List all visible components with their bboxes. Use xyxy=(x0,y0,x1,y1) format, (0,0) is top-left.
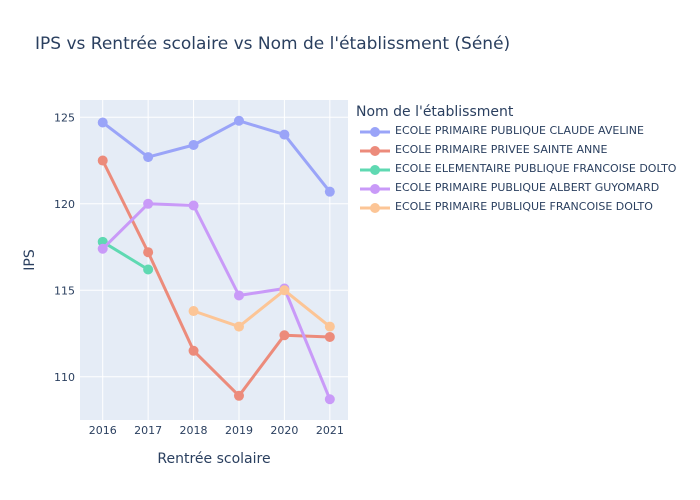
series-line xyxy=(193,288,331,329)
data-point[interactable] xyxy=(188,345,199,356)
data-point[interactable] xyxy=(233,290,244,301)
series-line xyxy=(101,240,149,271)
y-tick-labels: 110 115 120 125 xyxy=(54,111,75,383)
plot-area xyxy=(80,100,348,420)
series-2 xyxy=(97,155,335,401)
data-point[interactable] xyxy=(188,306,199,317)
x-tick-label: 2020 xyxy=(270,424,298,437)
data-point[interactable] xyxy=(97,117,108,128)
y-axis-label: IPS xyxy=(22,249,38,271)
data-point[interactable] xyxy=(97,243,108,254)
series-line xyxy=(101,119,331,193)
series-5 xyxy=(188,285,335,332)
data-point[interactable] xyxy=(324,321,335,332)
y-tick-label: 125 xyxy=(54,111,75,124)
x-tick-label: 2019 xyxy=(225,424,253,437)
x-tick-labels: 2016 2017 2018 2019 2020 2021 xyxy=(89,424,344,437)
data-point[interactable] xyxy=(233,115,244,126)
data-point[interactable] xyxy=(324,394,335,405)
legend-label: ECOLE PRIMAIRE PUBLIQUE FRANCOISE DOLTO xyxy=(395,200,653,213)
legend-label: ECOLE PRIMAIRE PUBLIQUE ALBERT GUYOMARD xyxy=(395,181,660,194)
series-line xyxy=(101,202,332,400)
chart-title: IPS vs Rentrée scolaire vs Nom de l'étab… xyxy=(35,34,511,54)
data-point[interactable] xyxy=(279,129,290,140)
data-point[interactable] xyxy=(279,330,290,341)
data-point[interactable] xyxy=(143,198,154,209)
data-point[interactable] xyxy=(143,264,154,275)
data-point[interactable] xyxy=(324,186,335,197)
x-tick-label: 2016 xyxy=(89,424,117,437)
y-tick-label: 120 xyxy=(54,198,75,211)
legend-swatch-icon xyxy=(360,146,390,156)
legend-swatch-icon xyxy=(360,203,390,213)
data-point[interactable] xyxy=(279,285,290,296)
y-tick-label: 110 xyxy=(54,371,75,384)
x-tick-label: 2018 xyxy=(180,424,208,437)
data-point[interactable] xyxy=(233,321,244,332)
y-tick-label: 115 xyxy=(54,284,75,297)
series-group xyxy=(97,115,335,405)
series-line xyxy=(101,159,330,398)
data-point[interactable] xyxy=(188,139,199,150)
series-1 xyxy=(97,115,335,197)
data-point[interactable] xyxy=(97,155,108,166)
x-tick-label: 2021 xyxy=(316,424,344,437)
legend-title: Nom de l'établissment xyxy=(356,104,514,120)
data-point[interactable] xyxy=(188,200,199,211)
data-point[interactable] xyxy=(233,390,244,401)
data-point[interactable] xyxy=(324,331,335,342)
x-axis-label: Rentrée scolaire xyxy=(157,451,270,467)
x-tick-label: 2017 xyxy=(134,424,162,437)
legend-label: ECOLE PRIMAIRE PRIVEE SAINTE ANNE xyxy=(395,143,608,156)
data-point[interactable] xyxy=(143,247,154,258)
legend-swatch-icon xyxy=(360,127,390,137)
legend-label: ECOLE PRIMAIRE PUBLIQUE CLAUDE AVELINE xyxy=(395,124,644,137)
legend-label: ECOLE ELEMENTAIRE PUBLIQUE FRANCOISE DOL… xyxy=(395,162,677,175)
data-point[interactable] xyxy=(143,152,154,163)
legend-swatch-icon xyxy=(360,165,390,175)
legend-swatch-icon xyxy=(360,184,390,194)
